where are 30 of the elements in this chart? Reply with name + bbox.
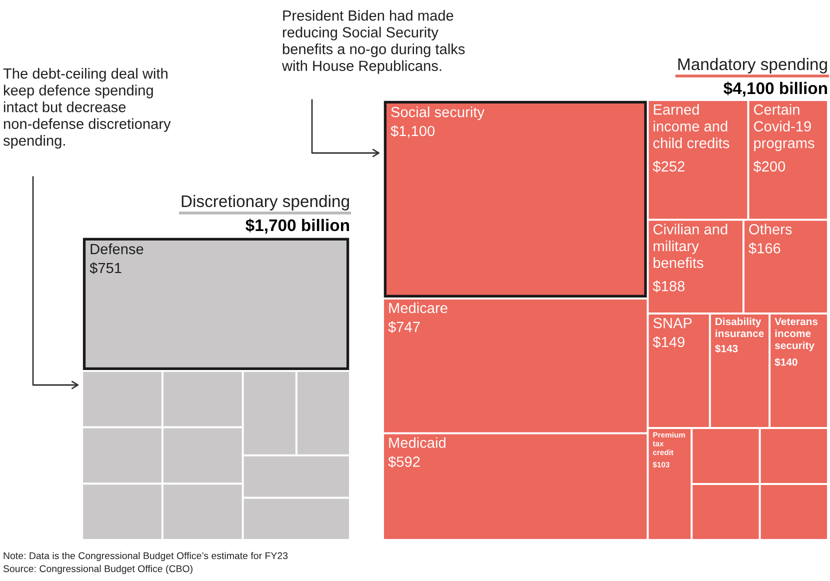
data-label: $140 [774, 358, 798, 366]
category-label: Earned income and child credits [653, 104, 730, 148]
data-label: $166 [748, 242, 780, 254]
data-label: $751 [90, 262, 122, 274]
category-label: Civilian and military benefits [653, 224, 728, 268]
category-label: SNAP [653, 318, 692, 328]
source-note: Source: Congressional Budget Office (CBO) [3, 565, 192, 574]
category-label: Social security [391, 106, 484, 120]
text: President Biden had made reducing Social Security benefits a no-go during talks with House Republicans. [282, 10, 465, 74]
data-label: $252 [652, 160, 684, 172]
text: Note: Data is the Congressional Budget Office’s estimate for FY23 [4, 552, 288, 562]
category-label: Certain Covid-19 programs [754, 104, 814, 152]
category-label: Veterans income security [774, 318, 818, 352]
category-label: Medicare [389, 302, 448, 314]
category-label: Disability insurance [716, 318, 764, 338]
data-label: $200 [753, 160, 786, 172]
category-label: Others [749, 224, 792, 234]
data-label: $747 [388, 321, 420, 333]
data-label: $188 [652, 280, 685, 292]
category-label: Medicaid [389, 437, 446, 448]
data-label: $149 [652, 336, 684, 348]
data-label: $592 [388, 456, 420, 468]
data-label: $1,100 [390, 125, 435, 138]
text: The debt-ceiling deal with keep defence spending intact but decrease non-defense discretionary spending. [3, 68, 171, 149]
category-label: Defense [90, 244, 144, 254]
data-label: $143 [715, 344, 738, 353]
data-label: $4,100 billion [724, 82, 827, 97]
category-label: Discretionary spending [182, 194, 349, 210]
data-label: $1,700 billion [246, 218, 349, 234]
category-label: Mandatory spending [678, 58, 827, 74]
